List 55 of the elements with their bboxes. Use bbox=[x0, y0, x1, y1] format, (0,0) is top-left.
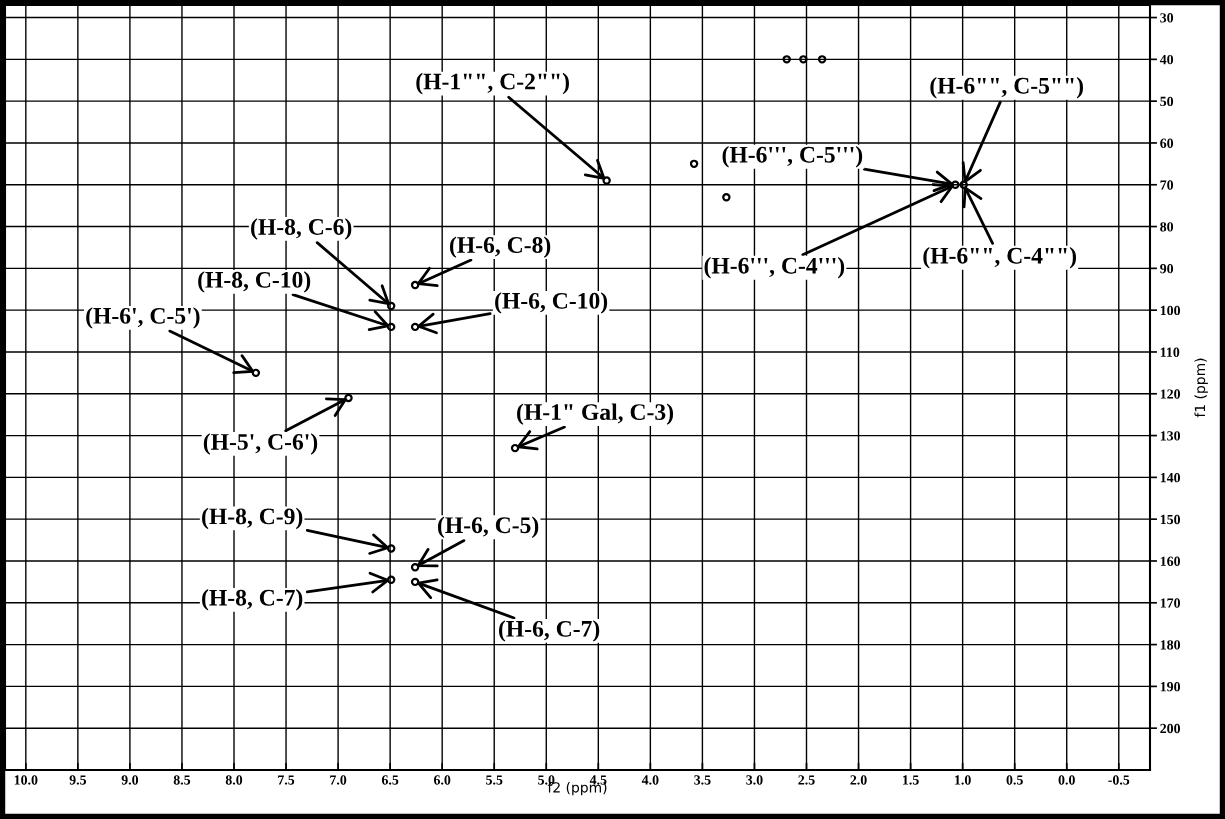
annotation: (H-6, C-10) bbox=[495, 292, 608, 314]
y-tick-label: 70 bbox=[1160, 180, 1174, 190]
x-tick-label: 6.0 bbox=[433, 775, 451, 785]
x-tick-label: 1.0 bbox=[955, 775, 971, 785]
x-tick-label: 8.0 bbox=[225, 775, 243, 785]
x-tick-label: 9.5 bbox=[69, 775, 87, 785]
y-tick-label: 90 bbox=[1160, 263, 1174, 274]
y-tick-label: 50 bbox=[1160, 96, 1174, 107]
annotation: (H-8, C-10) bbox=[198, 271, 311, 293]
annotation: (H-6''', C-5''') bbox=[722, 146, 863, 168]
x-tick-label: 3.0 bbox=[746, 775, 763, 785]
x-tick-label: 0.5 bbox=[1006, 775, 1023, 785]
x-tick-label: 0.0 bbox=[1058, 775, 1075, 785]
x-tick-label: 2.0 bbox=[850, 775, 867, 785]
x-tick-label: 7.0 bbox=[330, 775, 347, 785]
annotation: (H-6, C-8) bbox=[450, 236, 551, 258]
y-tick-label: 30 bbox=[1160, 13, 1174, 23]
y-tick-label: 40 bbox=[1159, 54, 1174, 65]
annotation: (H-6"", C-5"") bbox=[930, 77, 1083, 99]
y-tick-label: 190 bbox=[1160, 681, 1181, 692]
x-tick-label: 4.0 bbox=[641, 775, 659, 785]
y-tick-label: 160 bbox=[1160, 556, 1181, 566]
x-tick-label: 7.5 bbox=[278, 775, 295, 785]
y-tick-label: 120 bbox=[1160, 389, 1181, 399]
y-tick-label: 60 bbox=[1160, 138, 1174, 148]
annotation: (H-8, C-7) bbox=[202, 589, 303, 611]
y-tick-label: 150 bbox=[1160, 514, 1181, 525]
y-tick-label: 80 bbox=[1160, 222, 1174, 232]
x-tick-label: 1.5 bbox=[903, 775, 919, 785]
y-tick-label: 110 bbox=[1160, 347, 1180, 357]
annotation: (H-1"", C-2"") bbox=[416, 72, 569, 95]
x-tick-label: 9.0 bbox=[121, 775, 139, 785]
annotation: (H-6, C-5) bbox=[438, 516, 539, 538]
x-tick-label: 8.5 bbox=[173, 775, 191, 785]
y-tick-label: 170 bbox=[1160, 598, 1181, 608]
y-tick-label: 180 bbox=[1160, 640, 1181, 650]
x-tick-label: 3.5 bbox=[694, 775, 711, 785]
annotation: (H-6''', C-4''') bbox=[704, 257, 845, 279]
annotation: (H-6', C-5') bbox=[86, 307, 200, 329]
x-tick-label: 2.5 bbox=[798, 775, 815, 785]
x-tick-label: 5.5 bbox=[486, 775, 503, 785]
y-tick-label: 130 bbox=[1160, 431, 1181, 441]
annotation: (H-8, C-9) bbox=[202, 507, 303, 530]
y-tick-label: 200 bbox=[1160, 723, 1181, 734]
annotation: (H-6"", C-4"") bbox=[923, 247, 1076, 269]
x-tick-label: -0.5 bbox=[1108, 775, 1130, 785]
annotation: (H-5', C-6') bbox=[203, 433, 318, 455]
y-tick-label: 140 bbox=[1160, 472, 1181, 483]
x-tick-label: 6.5 bbox=[381, 775, 399, 785]
y-tick-label: 100 bbox=[1160, 305, 1181, 316]
annotation: (H-1" Gal, C-3) bbox=[517, 403, 674, 425]
x-tick-label: 10.0 bbox=[14, 775, 38, 785]
annotation: (H-8, C-6) bbox=[251, 218, 352, 240]
annotation: (H-6, C-7) bbox=[499, 620, 600, 642]
y-axis-title: f1 (ppm) bbox=[1194, 358, 1208, 418]
